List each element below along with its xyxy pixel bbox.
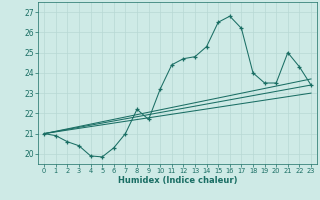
X-axis label: Humidex (Indice chaleur): Humidex (Indice chaleur) bbox=[118, 176, 237, 185]
